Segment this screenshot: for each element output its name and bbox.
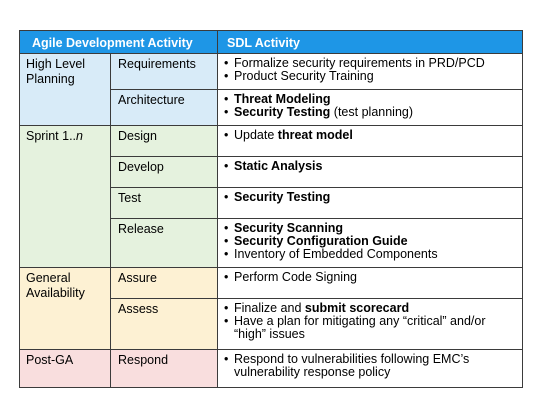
list-item: Security Testing (test planning) xyxy=(224,106,516,120)
activity-test: Test xyxy=(110,187,218,219)
sdl-assess: Finalize and submit scorecard Have a pla… xyxy=(217,298,523,350)
sdl-requirements: Formalize security requirements in PRD/P… xyxy=(217,53,523,90)
list-item: Have a plan for mitigating any “critical… xyxy=(224,315,516,341)
phase-sprint: Sprint 1..n xyxy=(19,125,111,268)
activity-assess: Assess xyxy=(110,298,218,350)
sdl-design: Update threat model xyxy=(217,125,523,157)
list-item: Product Security Training xyxy=(224,70,516,84)
header-row: Agile Development Activity SDL Activity xyxy=(19,30,523,54)
sdl-agile-table: Agile Development Activity SDL Activity … xyxy=(19,30,523,388)
sdl-release: Security Scanning Security Configuration… xyxy=(217,218,523,268)
phase-post-ga: Post-GA xyxy=(19,349,111,388)
list-item: Security Configuration Guide xyxy=(224,235,516,249)
list-item: Security Scanning xyxy=(224,222,516,236)
list-item: Inventory of Embedded Components xyxy=(224,248,516,262)
sdl-respond: Respond to vulnerabilities following EMC… xyxy=(217,349,523,388)
header-agile: Agile Development Activity xyxy=(19,30,218,54)
row-develop: Develop Static Analysis xyxy=(20,156,523,188)
list-item: Perform Code Signing xyxy=(224,271,516,285)
row-release: Release Security Scanning Security Confi… xyxy=(20,218,523,268)
sdl-develop: Static Analysis xyxy=(217,156,523,188)
activity-release: Release xyxy=(110,218,218,268)
list-item: Formalize security requirements in PRD/P… xyxy=(224,57,516,71)
sdl-test: Security Testing xyxy=(217,187,523,219)
activity-requirements: Requirements xyxy=(110,53,218,90)
row-assure: General Availability Assure Perform Code… xyxy=(19,267,523,350)
phase-general-availability: General Availability xyxy=(19,267,111,350)
row-assess: Assess Finalize and submit scorecard Hav… xyxy=(20,298,523,350)
list-item: Respond to vulnerabilities following EMC… xyxy=(224,353,516,379)
list-item: Threat Modeling xyxy=(224,93,516,107)
activity-design: Design xyxy=(110,125,218,157)
list-item: Security Testing xyxy=(224,191,516,205)
phase-high-level-planning: High Level Planning xyxy=(19,53,111,126)
activity-respond: Respond xyxy=(110,349,218,388)
sdl-architecture: Threat Modeling Security Testing (test p… xyxy=(217,89,523,126)
row-architecture: Architecture Threat Modeling Security Te… xyxy=(20,89,523,126)
list-item: Update threat model xyxy=(224,129,516,143)
row-requirements: High Level Planning Requirements Formali… xyxy=(19,53,523,126)
row-respond: Post-GA Respond Respond to vulnerabiliti… xyxy=(19,349,523,388)
sdl-assure: Perform Code Signing xyxy=(217,267,523,299)
list-item: Finalize and submit scorecard xyxy=(224,302,516,316)
row-design: Sprint 1..n Design Update threat model xyxy=(19,125,523,268)
activity-architecture: Architecture xyxy=(110,89,218,126)
row-test: Test Security Testing xyxy=(20,187,523,219)
activity-assure: Assure xyxy=(110,267,218,299)
list-item: Static Analysis xyxy=(224,160,516,174)
activity-develop: Develop xyxy=(110,156,218,188)
header-sdl: SDL Activity xyxy=(217,30,523,54)
